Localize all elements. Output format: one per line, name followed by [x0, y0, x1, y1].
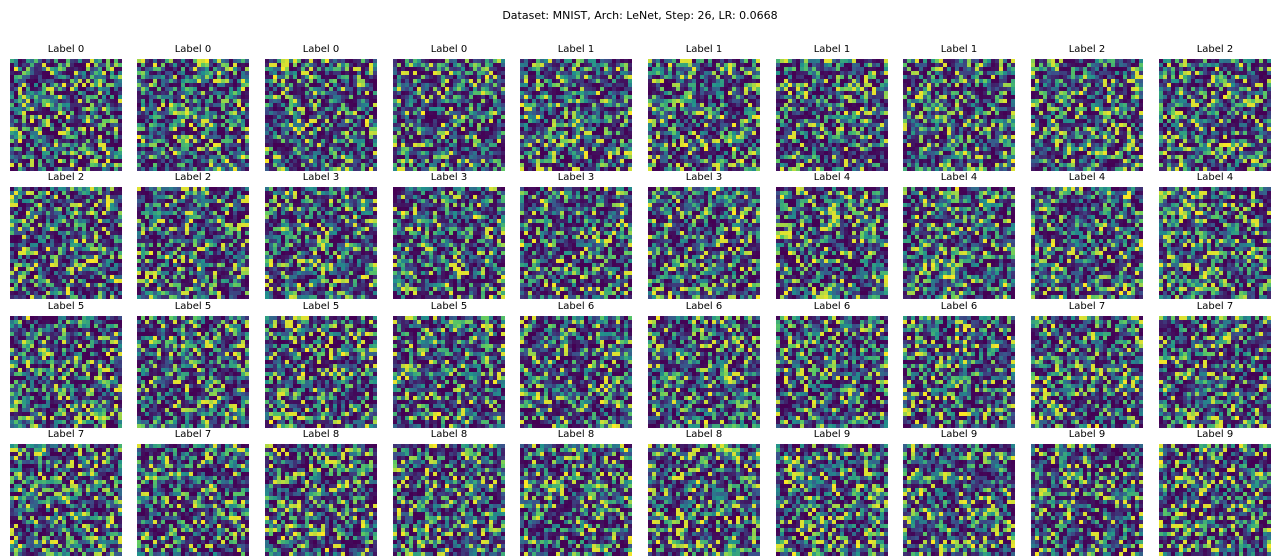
- panel-label: Label 0: [47, 44, 85, 55]
- panel-label: Label 0: [174, 44, 212, 55]
- panel-label: Label 9: [940, 429, 978, 440]
- panel-label: Label 5: [174, 301, 212, 312]
- heatmap-image: [265, 444, 377, 556]
- heatmap-image: [648, 59, 760, 171]
- panel-label: Label 7: [1196, 301, 1234, 312]
- panel-label: Label 8: [430, 429, 468, 440]
- panel-label: Label 6: [940, 301, 978, 312]
- heatmap-image: [648, 444, 760, 556]
- panel-label: Label 9: [1196, 429, 1234, 440]
- figure-title: Dataset: MNIST, Arch: LeNet, Step: 26, L…: [502, 9, 778, 22]
- panel-label: Label 0: [302, 44, 340, 55]
- panel-label: Label 1: [940, 44, 978, 55]
- heatmap-image: [137, 316, 249, 428]
- panel-label: Label 8: [302, 429, 340, 440]
- panel-label: Label 5: [302, 301, 340, 312]
- panel-label: Label 3: [685, 172, 723, 183]
- heatmap-image: [1031, 316, 1143, 428]
- panel-label: Label 5: [47, 301, 85, 312]
- panel-label: Label 3: [557, 172, 595, 183]
- heatmap-image: [520, 187, 632, 299]
- heatmap-image: [10, 444, 122, 556]
- panel-label: Label 7: [174, 429, 212, 440]
- heatmap-image: [520, 59, 632, 171]
- panel-label: Label 1: [813, 44, 851, 55]
- heatmap-image: [1159, 187, 1271, 299]
- panel-label: Label 2: [1196, 44, 1234, 55]
- panel-label: Label 2: [47, 172, 85, 183]
- heatmap-image: [1159, 316, 1271, 428]
- heatmap-image: [10, 316, 122, 428]
- heatmap-image: [1031, 187, 1143, 299]
- heatmap-image: [393, 59, 505, 171]
- panel-label: Label 9: [813, 429, 851, 440]
- panel-label: Label 7: [1068, 301, 1106, 312]
- panel-label: Label 8: [685, 429, 723, 440]
- heatmap-image: [776, 187, 888, 299]
- heatmap-image: [520, 316, 632, 428]
- heatmap-image: [648, 316, 760, 428]
- heatmap-image: [648, 187, 760, 299]
- heatmap-image: [137, 444, 249, 556]
- heatmap-image: [1031, 444, 1143, 556]
- panel-label: Label 4: [1196, 172, 1234, 183]
- panel-label: Label 4: [1068, 172, 1106, 183]
- panel-label: Label 5: [430, 301, 468, 312]
- heatmap-image: [265, 187, 377, 299]
- heatmap-image: [1159, 59, 1271, 171]
- heatmap-image: [776, 59, 888, 171]
- heatmap-image: [776, 444, 888, 556]
- heatmap-image: [903, 316, 1015, 428]
- panel-label: Label 0: [430, 44, 468, 55]
- panel-label: Label 6: [557, 301, 595, 312]
- panel-label: Label 3: [430, 172, 468, 183]
- heatmap-image: [393, 187, 505, 299]
- panel-label: Label 6: [685, 301, 723, 312]
- heatmap-image: [265, 316, 377, 428]
- heatmap-image: [393, 316, 505, 428]
- panel-label: Label 4: [813, 172, 851, 183]
- heatmap-image: [265, 59, 377, 171]
- panel-label: Label 2: [1068, 44, 1106, 55]
- heatmap-image: [137, 187, 249, 299]
- heatmap-image: [1031, 59, 1143, 171]
- heatmap-image: [393, 444, 505, 556]
- panel-label: Label 9: [1068, 429, 1106, 440]
- heatmap-image: [903, 187, 1015, 299]
- panel-label: Label 8: [557, 429, 595, 440]
- heatmap-image: [776, 316, 888, 428]
- panel-label: Label 7: [47, 429, 85, 440]
- heatmap-image: [520, 444, 632, 556]
- heatmap-image: [1159, 444, 1271, 556]
- heatmap-image: [137, 59, 249, 171]
- panel-label: Label 4: [940, 172, 978, 183]
- panel-label: Label 1: [685, 44, 723, 55]
- heatmap-image: [903, 59, 1015, 171]
- panel-label: Label 2: [174, 172, 212, 183]
- panel-label: Label 1: [557, 44, 595, 55]
- heatmap-image: [10, 59, 122, 171]
- heatmap-image: [903, 444, 1015, 556]
- heatmap-image: [10, 187, 122, 299]
- panel-label: Label 6: [813, 301, 851, 312]
- panel-label: Label 3: [302, 172, 340, 183]
